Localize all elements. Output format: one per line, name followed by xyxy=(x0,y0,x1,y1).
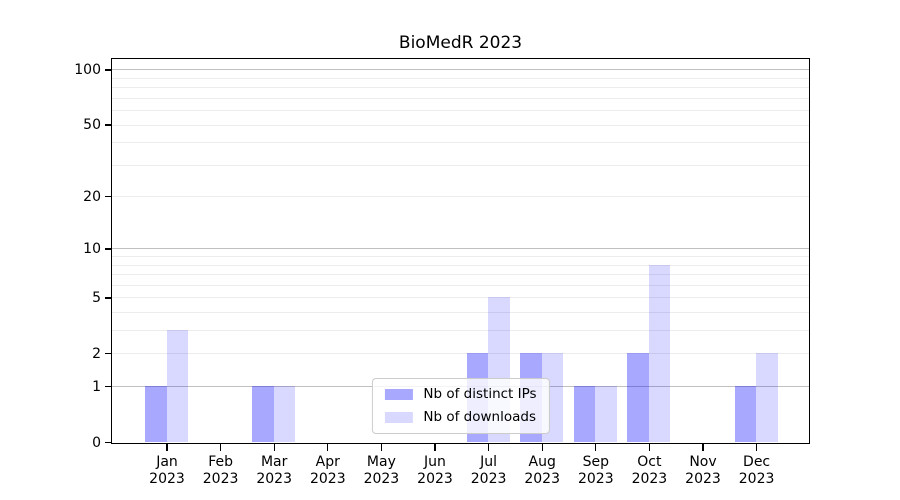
legend: Nb of distinct IPs Nb of downloads xyxy=(371,378,550,434)
y-axis-tick-label: 2 xyxy=(92,345,101,362)
x-tick-mark xyxy=(219,444,222,451)
legend-label: Nb of distinct IPs xyxy=(423,386,537,402)
x-axis-tick-label: Jan 2023 xyxy=(149,454,185,487)
y-tick-mark xyxy=(104,124,111,126)
y-axis-tick-label: 50 xyxy=(83,117,101,134)
minor-gridline xyxy=(112,264,809,266)
y-tick-mark xyxy=(104,196,111,198)
y-axis-tick-label: 0 xyxy=(92,434,101,451)
x-tick-mark xyxy=(755,444,758,451)
chart-title: BioMedR 2023 xyxy=(398,33,523,53)
major-gridline xyxy=(112,69,809,71)
x-axis-tick-label: Jun 2023 xyxy=(417,454,453,487)
major-gridline xyxy=(112,248,809,250)
minor-gridline xyxy=(112,274,809,276)
minor-gridline xyxy=(112,110,809,112)
y-axis-tick-label: 100 xyxy=(74,61,101,78)
bar-sep-ips xyxy=(573,386,596,442)
x-tick-mark xyxy=(327,444,329,451)
y-tick-mark xyxy=(104,441,111,444)
minor-gridline xyxy=(112,312,809,314)
legend-swatch xyxy=(384,411,413,423)
y-tick-mark xyxy=(104,297,111,299)
y-axis-tick-label: 10 xyxy=(83,240,101,257)
x-axis-tick-label: Nov 2023 xyxy=(685,454,721,487)
y-tick-mark xyxy=(104,248,111,250)
legend-label: Nb of downloads xyxy=(423,409,536,425)
y-axis-tick-label: 20 xyxy=(83,188,101,205)
x-tick-mark xyxy=(380,444,383,451)
x-tick-mark xyxy=(595,444,597,451)
minor-gridline xyxy=(112,97,809,99)
x-tick-mark xyxy=(648,444,651,451)
x-axis-tick-label: Mar 2023 xyxy=(256,454,293,487)
y-tick-mark xyxy=(104,385,111,388)
minor-gridline xyxy=(112,77,809,79)
x-tick-mark xyxy=(541,444,543,451)
plot-area: Nb of distinct IPs Nb of downloads xyxy=(111,58,810,444)
legend-entry: Nb of downloads xyxy=(384,409,536,425)
minor-gridline xyxy=(112,297,809,299)
x-axis-tick-label: Aug 2023 xyxy=(524,454,561,487)
x-axis-tick-label: May 2023 xyxy=(363,454,400,487)
minor-gridline xyxy=(112,353,809,355)
bar-oct-downloads xyxy=(648,264,671,442)
bar-jan-downloads xyxy=(166,330,188,442)
bar-oct-ips xyxy=(627,353,649,442)
x-axis-tick-label: Feb 2023 xyxy=(202,454,239,487)
x-axis-tick-label: Apr 2023 xyxy=(309,454,346,487)
x-tick-mark xyxy=(702,444,704,451)
x-tick-mark xyxy=(166,444,168,451)
x-axis-tick-label: Sep 2023 xyxy=(577,454,614,487)
x-axis-tick-label: Jul 2023 xyxy=(470,454,507,487)
minor-gridline xyxy=(112,284,809,286)
legend-swatch xyxy=(384,388,413,400)
y-axis-tick-label: 5 xyxy=(92,289,101,306)
y-tick-mark xyxy=(104,353,111,355)
bar-jan-ips xyxy=(145,386,167,442)
minor-gridline xyxy=(112,164,809,166)
minor-gridline xyxy=(112,330,809,332)
x-axis-tick-label: Dec 2023 xyxy=(738,454,775,487)
y-axis-tick-label: 1 xyxy=(92,378,101,395)
minor-gridline xyxy=(112,142,809,144)
x-tick-mark xyxy=(434,444,436,451)
bar-mar-downloads xyxy=(273,386,296,442)
minor-gridline xyxy=(112,124,809,126)
minor-gridline xyxy=(112,87,809,89)
minor-gridline xyxy=(112,196,809,198)
x-tick-mark xyxy=(273,444,275,451)
legend-entry: Nb of distinct IPs xyxy=(384,386,537,402)
y-tick-mark xyxy=(104,69,111,71)
bar-dec-ips xyxy=(734,386,757,442)
minor-gridline xyxy=(112,256,809,258)
x-axis-tick-label: Oct 2023 xyxy=(631,454,668,487)
bar-mar-ips xyxy=(252,386,274,442)
bar-sep-downloads xyxy=(595,386,617,442)
bar-dec-downloads xyxy=(756,353,778,442)
x-tick-mark xyxy=(487,444,490,451)
